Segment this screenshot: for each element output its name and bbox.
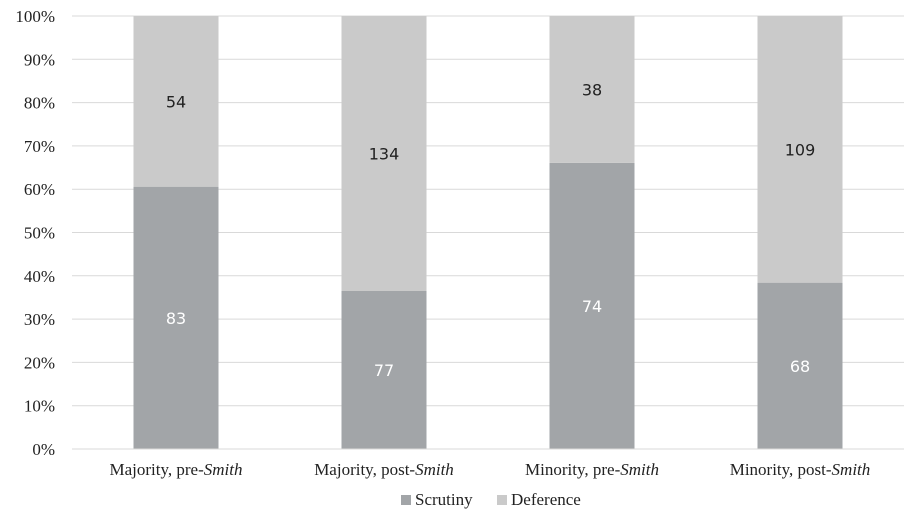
x-category-label: Minority, post-Smith <box>730 460 871 479</box>
y-tick-label: 80% <box>24 94 55 113</box>
y-axis: 0% 10% 20% 30% 40% 50% 60% 70% 80% 90% 100% <box>15 7 55 459</box>
legend-label-scrutiny: Scrutiny <box>415 490 473 509</box>
y-tick-label: 70% <box>24 137 55 156</box>
x-category-label: Minority, pre-Smith <box>525 460 659 479</box>
bar-segment-scrutiny <box>757 282 843 449</box>
bar-segment-scrutiny <box>133 186 219 449</box>
y-tick-label: 50% <box>24 224 55 243</box>
y-tick-label: 60% <box>24 180 55 199</box>
data-label: 83 <box>166 309 186 328</box>
data-label: 77 <box>374 361 394 380</box>
bar-segment-deference <box>133 16 219 187</box>
x-category-label: Majority, pre-Smith <box>110 460 243 479</box>
legend: Scrutiny Deference <box>401 490 581 509</box>
data-label: 68 <box>790 357 810 376</box>
data-label: 134 <box>369 144 400 163</box>
y-tick-label: 0% <box>32 440 55 459</box>
y-tick-label: 20% <box>24 353 55 372</box>
legend-label-deference: Deference <box>511 490 581 509</box>
data-label: 38 <box>582 80 602 99</box>
bar-segment-deference <box>757 16 843 283</box>
y-tick-label: 30% <box>24 310 55 329</box>
x-category-label: Majority, post-Smith <box>314 460 454 479</box>
bar-segment-deference <box>549 16 635 163</box>
x-axis: Majority, pre-Smith Majority, post-Smith M… <box>72 448 904 479</box>
legend-swatch-deference <box>497 495 507 505</box>
data-label: 109 <box>785 140 816 159</box>
data-label: 54 <box>166 92 186 111</box>
data-label: 74 <box>582 297 602 316</box>
y-tick-label: 100% <box>15 7 55 26</box>
bars: 83 54 77 134 74 38 68 109 <box>133 16 843 450</box>
bar-segment-scrutiny <box>549 162 635 450</box>
y-tick-label: 40% <box>24 267 55 286</box>
legend-swatch-scrutiny <box>401 495 411 505</box>
bar-segment-scrutiny <box>341 290 427 449</box>
bar-segment-deference <box>341 16 427 291</box>
y-tick-label: 90% <box>24 50 55 69</box>
y-tick-label: 10% <box>24 397 55 416</box>
